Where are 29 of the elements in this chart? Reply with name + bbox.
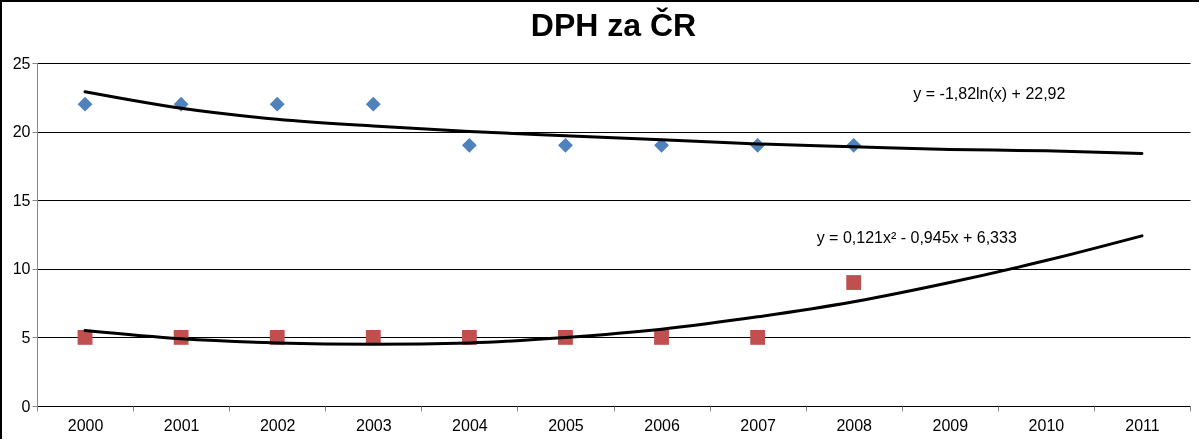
x-tick-label: 2011	[1125, 416, 1160, 434]
x-tick-label: 2001	[163, 416, 200, 434]
y-tick-label: 10	[12, 260, 31, 278]
y-tick-label: 25	[12, 54, 31, 72]
x-tick-label: 2004	[452, 416, 488, 434]
y-tick-label: 5	[21, 328, 31, 346]
y-tick-label: 15	[12, 191, 31, 209]
x-tick-label: 2008	[836, 416, 873, 434]
x-tick-label: 2006	[644, 416, 680, 434]
point	[269, 96, 285, 112]
point	[77, 96, 93, 112]
point	[461, 137, 477, 153]
y-tick-label: 0	[21, 397, 31, 415]
point	[846, 275, 862, 290]
annotation: y = 0,121x² - 0,945x + 6,333	[816, 228, 1017, 246]
x-tick-label: 2010	[1028, 416, 1065, 434]
chart-title: DPH za ČR	[530, 7, 697, 43]
point	[365, 96, 381, 112]
point	[654, 329, 669, 345]
x-tick-label: 2002	[259, 416, 296, 434]
y-tick-label: 20	[12, 123, 31, 141]
x-tick-label: 2005	[548, 416, 584, 434]
x-tick-label: 2007	[740, 416, 777, 434]
x-tick-label: 2003	[355, 416, 392, 434]
x-tick-label: 2009	[932, 416, 969, 434]
annotation: y = -1,82ln(x) + 22,92	[913, 84, 1066, 102]
point	[750, 329, 766, 345]
point	[558, 137, 573, 153]
x-tick-label: 2000	[67, 416, 104, 434]
